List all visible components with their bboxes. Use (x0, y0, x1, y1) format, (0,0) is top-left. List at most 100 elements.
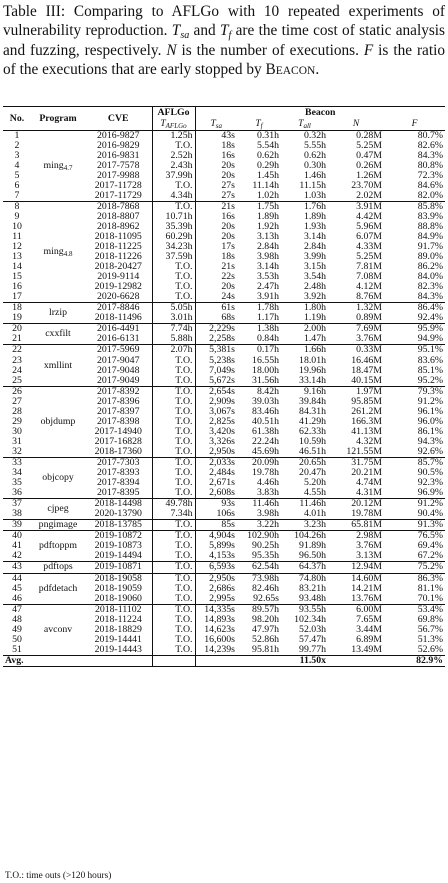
f-ratio: 89.0% (417, 252, 444, 263)
program-label: cxxfilt (45, 328, 71, 340)
n-executions: 95.85M (351, 396, 382, 407)
t-sa: 2,825s (194, 416, 237, 427)
table-row: 49 2018-18829 T.O. 14,623s 47.97h 52.03h 3.44M… (3, 624, 445, 635)
t-all: 3.99h (303, 252, 326, 263)
t-f: 95.81h (252, 644, 279, 655)
t-all: 33.14h (299, 375, 326, 386)
f-ratio: 79.3% (384, 385, 446, 397)
cve-id: 2018-11226 (94, 252, 142, 263)
t-all: 0.32h (281, 129, 328, 141)
n-executions: 5.96M (356, 221, 382, 232)
f-ratio: 82.3% (417, 282, 444, 293)
t-aflgo: 2.07h (151, 344, 195, 356)
row-number: 45 (12, 583, 22, 594)
t-f: 4.46h (256, 478, 279, 489)
program-group: 37 cjpeg 2018-14498 49.78h 93s 11.46h 11.46h 20… (3, 498, 446, 520)
n-executions: 2.98M (328, 530, 384, 542)
t-all: 102.34h (294, 614, 326, 625)
program-group: 26 objdump 2017-8392 T.O. 2,654s 8.42h 9.16h 1.… (3, 385, 446, 458)
cve-id: 2018-13785 (85, 519, 152, 531)
table-row: 31 2017-16828 T.O. 3,326s 22.24h 10.59h 4.32M 9… (3, 436, 445, 447)
t-f: 0.31h (237, 129, 281, 141)
t-all: 4.55h (303, 488, 326, 499)
program-name: pdftops (31, 561, 85, 574)
row-number: 31 (12, 436, 22, 447)
n-executions: 3.76M (356, 541, 382, 552)
table-row: 11 2018-11095 60.29h 20s 3.13h 3.14h 6.07M 84.9… (3, 231, 445, 243)
t-all: 3.15h (303, 262, 326, 273)
f-ratio: 90.5% (417, 468, 444, 479)
avg-f: 82.9% (384, 654, 446, 667)
row-number: 15 (12, 272, 22, 283)
row-number: 4 (14, 160, 20, 171)
row-number: 24 (12, 365, 22, 376)
t-aflgo: T.O. (151, 561, 195, 574)
t-f: 3.98h (256, 509, 279, 520)
row-number: 11 (12, 231, 22, 242)
cve-id: 2017-9988 (97, 170, 140, 181)
t-f: 1.89h (256, 211, 279, 222)
f-ratio: 92.6% (417, 446, 444, 457)
avg-empty-aflgo (151, 654, 195, 667)
t-sa: 2,484s (194, 468, 237, 479)
program-name: xmllint (31, 344, 85, 387)
f-ratio: 56.7% (417, 624, 444, 635)
t-all: 1.03h (303, 190, 326, 201)
t-all-sub: all (303, 121, 311, 130)
t-aflgo: T.O. (151, 292, 195, 303)
t-aflgo: T.O. (151, 436, 195, 447)
table-row: 22 xmllint 2017-5969 2.07h 5,381s 0.17h 1.66h 0… (3, 344, 446, 387)
t-aflgo: T.O. (151, 634, 195, 645)
program-group: 43 pdftops 2019-10871 T.O. 6,593s 62.54h 64.37… (3, 561, 446, 574)
f-ratio: 84.3% (417, 150, 444, 161)
cve-id: 2018-11496 (94, 313, 142, 324)
row-number: 30 (12, 426, 22, 437)
t-sa: 7,049s (194, 365, 237, 376)
t-sa: 6,593s (194, 561, 237, 574)
t-aflgo: T.O. (151, 593, 195, 605)
t-f: 20.09h (237, 457, 281, 469)
table-row: 28 2017-8397 T.O. 3,067s 83.46h 84.31h 261.2M 9… (3, 406, 445, 417)
avg-empty-tsa (194, 654, 237, 667)
t-sa: 20s (194, 160, 237, 171)
avg-row: Avg. 11.50x 82.9% (3, 654, 446, 667)
t-f: 8.42h (237, 385, 281, 397)
t-aflgo: 1.25h (151, 129, 195, 141)
t-all: 5.55h (303, 140, 326, 151)
t-f: 83.46h (252, 406, 279, 417)
t-all: 46.51h (299, 446, 326, 457)
caption-mid3: is the number of executions. (176, 41, 364, 59)
program-group: 20 cxxfilt 2016-4491 7.74h 2,229s 1.38h 2.00h 7… (3, 323, 446, 345)
n-executions: 1.26M (356, 170, 382, 181)
program-group: 1 ming4.7 2016-9827 1.25h 43s 0.31h 0.32h 0.28M… (3, 129, 446, 202)
f-ratio: 53.4% (384, 603, 446, 615)
program-name: ming4.7 (31, 129, 85, 202)
t-all: 18.01h (299, 355, 326, 366)
f-ratio: 69.8% (417, 614, 444, 625)
row-number: 9 (14, 211, 20, 222)
t-all: 5.20h (303, 478, 326, 489)
t-aflgo: T.O. (151, 385, 195, 397)
t-all: 1.93h (303, 221, 326, 232)
t-f: 95.35h (252, 551, 279, 562)
t-all-letter: T (298, 118, 304, 129)
table-row: 16 2019-12982 T.O. 20s 2.47h 2.48h 4.12M 82.3% (3, 282, 445, 293)
table-row: 48 2018-11224 T.O. 14,893s 98.20h 102.34h 7.65… (3, 614, 445, 625)
cve-id: 2018-8962 (97, 221, 140, 232)
table-row: 15 2019-9114 T.O. 22s 3.53h 3.54h 7.08M 84.0% (3, 272, 445, 283)
row-number: 5 (14, 170, 20, 181)
cve-id: 2017-8398 (97, 416, 140, 427)
t-all: 62.33h (299, 426, 326, 437)
beacon-initial: B (265, 60, 276, 78)
cve-id: 2019-10871 (85, 561, 152, 574)
t-f: 52.86h (252, 634, 279, 645)
t-f: 16.55h (252, 355, 279, 366)
program-group: 8 ming4.8 2018-7868 T.O. 21s 1.75h 1.76h 3.91M 8… (3, 200, 446, 303)
col-program-header: Program (31, 106, 85, 130)
cve-id: 2017-11728 (94, 180, 142, 191)
t-aflgo: T.O. (151, 624, 195, 635)
cve-id: 2018-17360 (94, 446, 142, 457)
t-all: 39.84h (299, 396, 326, 407)
t-sa-letter: T (210, 118, 216, 129)
t-aflgo: T.O. (151, 457, 195, 469)
